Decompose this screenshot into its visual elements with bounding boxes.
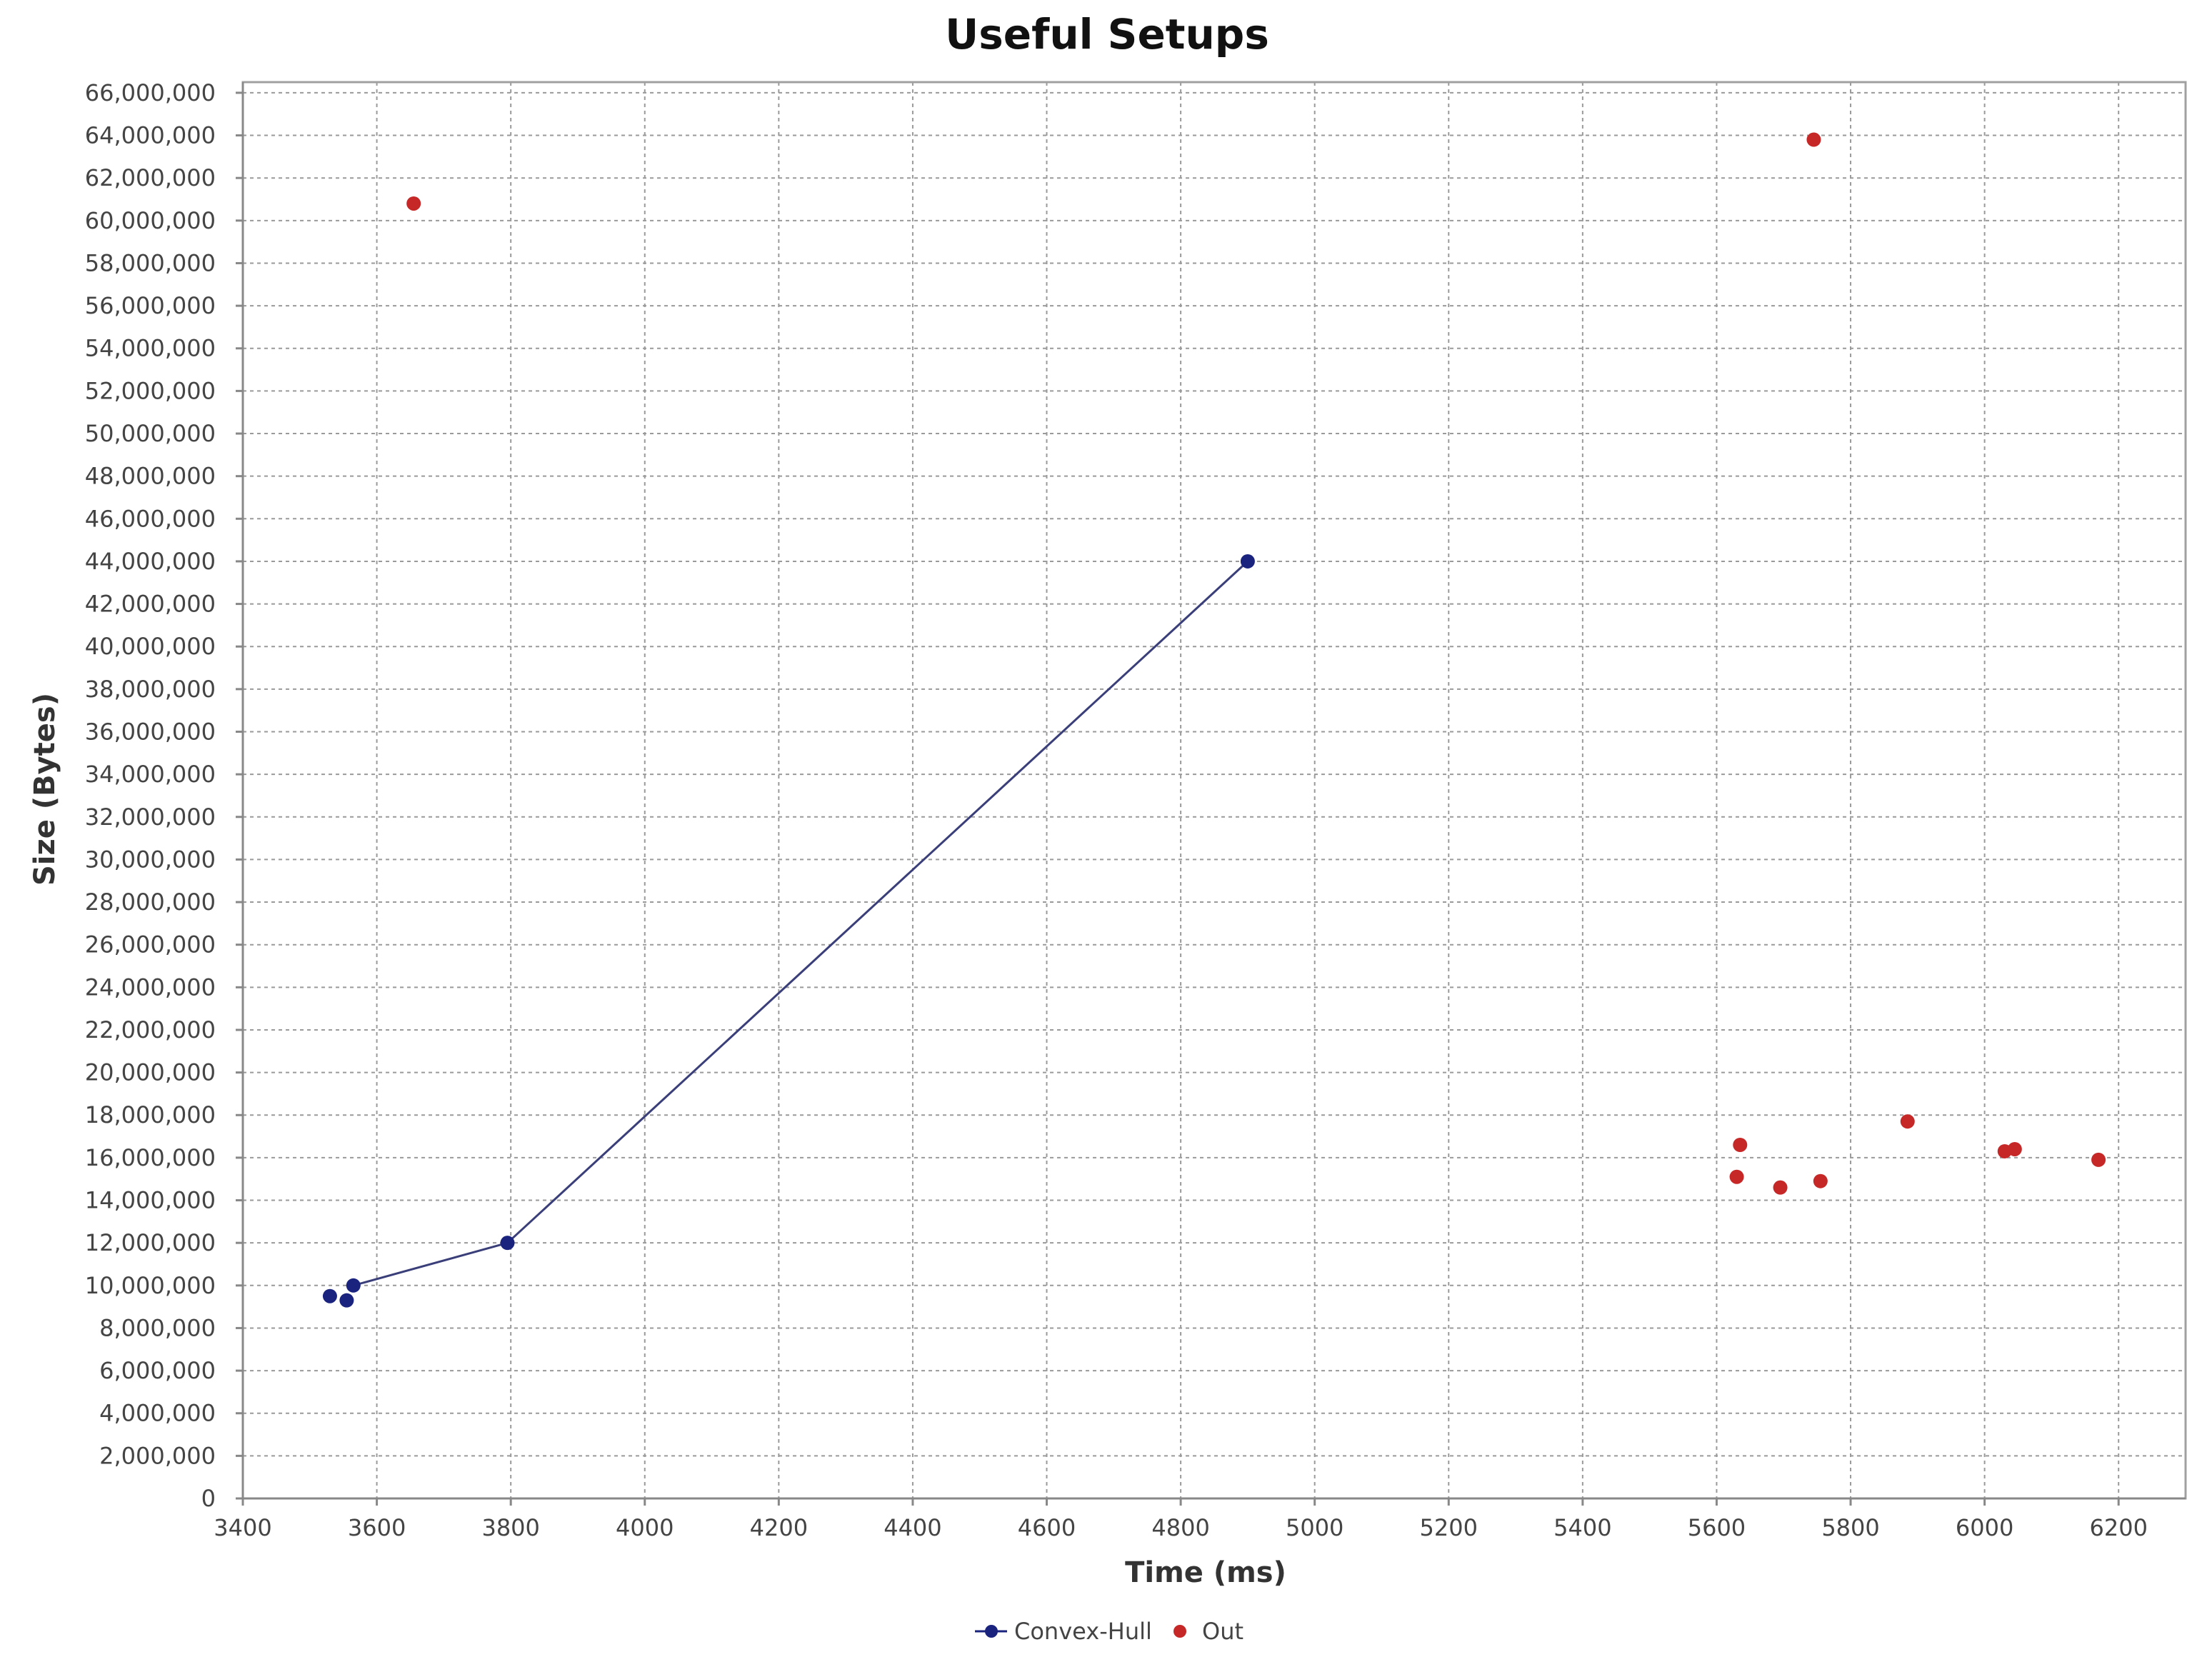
y-tick-label-26: 52,000,000: [85, 377, 216, 404]
y-tick-label-2: 4,000,000: [99, 1400, 216, 1427]
y-tick-label-4: 8,000,000: [99, 1314, 216, 1341]
x-tick-label-9: 5200: [1420, 1514, 1478, 1541]
y-tick-label-0: 0: [201, 1485, 216, 1512]
y-tick-label-32: 64,000,000: [85, 122, 216, 149]
y-tick-label-25: 50,000,000: [85, 420, 216, 447]
y-tick-label-9: 18,000,000: [85, 1101, 216, 1128]
x-tick-label-0: 3400: [214, 1514, 271, 1541]
y-tick-label-13: 26,000,000: [85, 931, 216, 958]
y-tick-label-28: 56,000,000: [85, 292, 216, 319]
legend-marker-out: [1173, 1625, 1186, 1638]
point-convex-hull-3: [500, 1236, 515, 1251]
x-axis-title: Time (ms): [1125, 1556, 1286, 1589]
point-convex-hull-1: [339, 1293, 354, 1308]
legend-label-out: Out: [1202, 1618, 1243, 1645]
y-tick-label-33: 66,000,000: [85, 79, 216, 106]
y-tick-label-15: 30,000,000: [85, 846, 216, 873]
y-tick-label-10: 20,000,000: [85, 1059, 216, 1086]
data-series: [322, 132, 2106, 1308]
y-axis-title: Size (Bytes): [29, 693, 61, 886]
y-tick-label-14: 28,000,000: [85, 888, 216, 916]
x-tick-label-14: 6200: [2089, 1514, 2147, 1541]
point-out-9: [2091, 1152, 2106, 1167]
y-tick-label-22: 44,000,000: [85, 548, 216, 575]
point-out-4: [1773, 1180, 1788, 1195]
legend-marker-convex-hull: [985, 1625, 998, 1638]
y-tick-label-27: 54,000,000: [85, 335, 216, 362]
point-convex-hull-0: [322, 1288, 337, 1303]
x-tick-label-12: 5800: [1821, 1514, 1879, 1541]
y-tick-label-11: 22,000,000: [85, 1016, 216, 1043]
y-tick-label-16: 32,000,000: [85, 804, 216, 831]
x-tick-label-3: 4000: [616, 1514, 674, 1541]
x-tick-label-6: 4600: [1018, 1514, 1076, 1541]
chart-title: Useful Setups: [945, 10, 1269, 59]
x-tick-label-7: 4800: [1151, 1514, 1209, 1541]
x-tick-label-11: 5600: [1688, 1514, 1746, 1541]
y-tick-label-8: 16,000,000: [85, 1144, 216, 1171]
y-tick-label-30: 60,000,000: [85, 207, 216, 234]
x-tick-label-2: 3800: [481, 1514, 539, 1541]
y-tick-label-12: 24,000,000: [85, 973, 216, 1001]
point-out-3: [1729, 1169, 1744, 1184]
point-out-5: [1813, 1173, 1828, 1188]
x-tick-label-1: 3600: [348, 1514, 406, 1541]
x-tick-label-10: 5400: [1553, 1514, 1611, 1541]
y-tick-label-5: 10,000,000: [85, 1272, 216, 1299]
y-tick-label-31: 62,000,000: [85, 164, 216, 191]
x-tick-label-5: 4400: [884, 1514, 941, 1541]
y-tick-label-24: 48,000,000: [85, 463, 216, 490]
legend: Convex-Hull Out: [975, 1618, 1243, 1645]
y-tick-labels: 0 2,000,000 4,000,000 6,000,000 8,000,000 10,…: [85, 79, 216, 1512]
x-tick-label-8: 5000: [1286, 1514, 1343, 1541]
y-tick-label-3: 6,000,000: [99, 1357, 216, 1384]
point-convex-hull-4: [1240, 554, 1255, 569]
x-tick-labels: 3400 3600 3800 4000 4200 4400 4600 4800 5000 5200…: [214, 1514, 2148, 1541]
y-tick-label-7: 14,000,000: [85, 1187, 216, 1214]
y-tick-label-18: 36,000,000: [85, 718, 216, 745]
y-tick-label-1: 2,000,000: [99, 1442, 216, 1469]
y-tick-label-6: 12,000,000: [85, 1229, 216, 1256]
y-tick-label-21: 42,000,000: [85, 591, 216, 618]
point-out-2: [1733, 1137, 1748, 1152]
point-out-1: [1806, 132, 1821, 147]
x-tick-label-13: 6000: [1956, 1514, 2013, 1541]
x-tick-label-4: 4200: [750, 1514, 808, 1541]
y-tick-label-29: 58,000,000: [85, 249, 216, 276]
point-out-0: [406, 196, 421, 211]
y-tick-label-19: 38,000,000: [85, 676, 216, 703]
y-tick-label-17: 34,000,000: [85, 761, 216, 788]
legend-label-convex-hull: Convex-Hull: [1014, 1618, 1152, 1645]
point-convex-hull-2: [346, 1278, 361, 1293]
y-tick-label-20: 40,000,000: [85, 633, 216, 660]
y-tick-label-23: 46,000,000: [85, 505, 216, 532]
axes: [236, 81, 2187, 1506]
point-out-8: [2007, 1141, 2022, 1156]
point-out-6: [1900, 1114, 1915, 1129]
